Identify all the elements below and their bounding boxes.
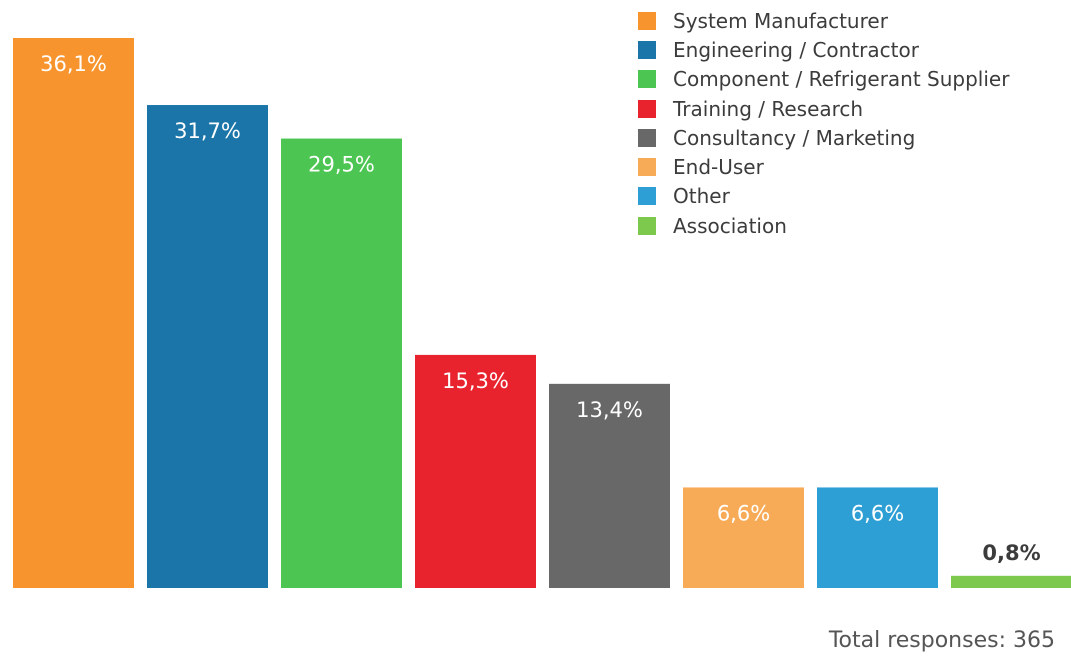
value-label-1: 31,7% bbox=[174, 119, 241, 143]
bar-4 bbox=[549, 383, 670, 588]
legend-swatch-1 bbox=[638, 40, 656, 59]
legend-label-0: System Manufacturer bbox=[673, 8, 888, 33]
value-label-2: 29,5% bbox=[308, 153, 375, 177]
legend-item-1: Engineering / Contractor bbox=[638, 35, 1009, 64]
legend-label-5: End-User bbox=[673, 155, 764, 180]
value-label-7: 0,8% bbox=[982, 541, 1040, 565]
legend-item-5: End-User bbox=[638, 152, 1009, 181]
legend-item-4: Consultancy / Marketing bbox=[638, 123, 1009, 152]
value-labels-group: 36,1% 31,7% 29,5% 15,3% 13,4% 6,6% 6,6% 0,8% bbox=[40, 52, 1040, 565]
total-responses-value: 365 bbox=[1013, 628, 1055, 653]
bar-2 bbox=[281, 138, 402, 588]
value-label-6: 6,6% bbox=[851, 501, 904, 525]
bar-6 bbox=[817, 487, 938, 588]
bar-5 bbox=[683, 487, 804, 588]
legend-swatch-7 bbox=[638, 216, 656, 235]
total-responses-label: Total responses: bbox=[828, 628, 1006, 653]
value-label-0: 36,1% bbox=[40, 52, 107, 76]
legend-label-7: Association bbox=[673, 213, 787, 238]
bar-7 bbox=[951, 575, 1071, 588]
total-responses: Total responses: 365 bbox=[829, 628, 1055, 653]
legend-label-1: Engineering / Contractor bbox=[673, 37, 919, 62]
legend-label-6: Other bbox=[673, 184, 730, 209]
legend-swatch-3 bbox=[638, 99, 656, 118]
value-label-5: 6,6% bbox=[717, 501, 770, 525]
legend-swatch-5 bbox=[638, 158, 656, 177]
legend-item-3: Training / Research bbox=[638, 94, 1009, 123]
legend-item-6: Other bbox=[638, 182, 1009, 211]
legend-label-3: Training / Research bbox=[673, 96, 864, 121]
legend-item-0: System Manufacturer bbox=[638, 6, 1009, 35]
value-label-4: 13,4% bbox=[576, 398, 643, 422]
chart-legend: System Manufacturer Engineering / Contrac… bbox=[638, 6, 1009, 240]
legend-swatch-6 bbox=[638, 187, 656, 206]
value-label-3: 15,3% bbox=[442, 369, 509, 393]
bar-1 bbox=[147, 105, 268, 588]
legend-swatch-2 bbox=[638, 70, 656, 89]
legend-swatch-0 bbox=[638, 11, 656, 30]
bars-group bbox=[13, 38, 1071, 588]
bar-0 bbox=[13, 38, 134, 588]
bar-3 bbox=[415, 354, 536, 588]
bar-chart: 36,1% 31,7% 29,5% 15,3% 13,4% 6,6% 6,6% 0,8% bbox=[13, 38, 1071, 588]
legend-label-2: Component / Refrigerant Supplier bbox=[673, 67, 1010, 92]
legend-item-7: Association bbox=[638, 211, 1009, 240]
legend-swatch-4 bbox=[638, 128, 656, 147]
legend-item-2: Component / Refrigerant Supplier bbox=[638, 65, 1009, 94]
legend-label-4: Consultancy / Marketing bbox=[673, 125, 916, 150]
